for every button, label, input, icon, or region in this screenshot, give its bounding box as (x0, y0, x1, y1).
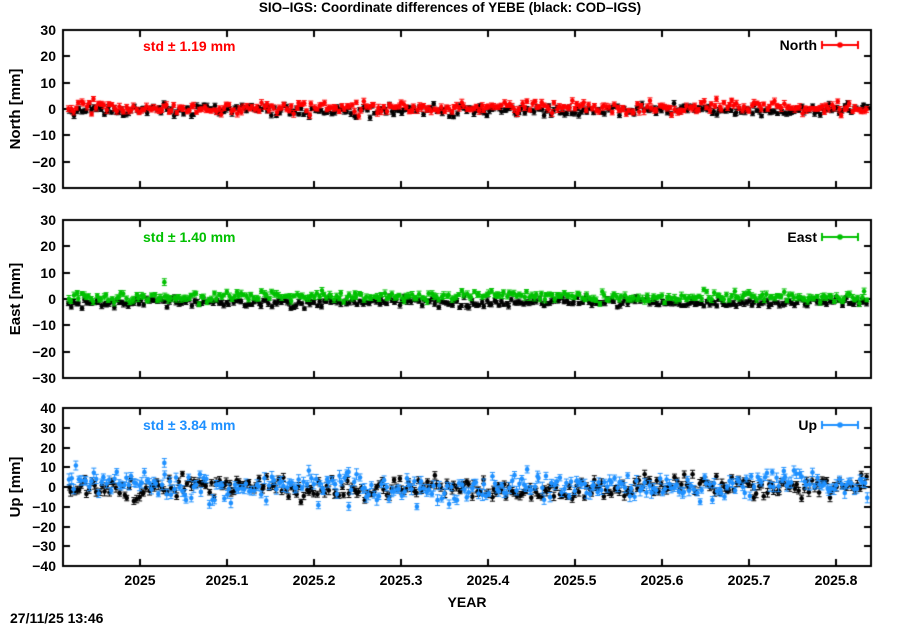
y-tick-label-north: 10 (40, 75, 56, 91)
y-tick-label-up: −30 (32, 538, 56, 554)
y-tick-label-east: 20 (40, 238, 56, 254)
y-tick-label-up: 40 (40, 400, 56, 416)
x-tick-label: 2025.3 (379, 572, 423, 588)
y-tick-label-north: 0 (48, 101, 56, 117)
x-tick-label: 2025.4 (466, 572, 510, 588)
legend-label-north: North (779, 37, 817, 53)
x-tick-label: 2025 (124, 572, 156, 588)
y-tick-label-east: 10 (40, 265, 56, 281)
std-annotation-east: std ± 1.40 mm (143, 229, 236, 245)
x-tick-label: 2025.1 (205, 572, 249, 588)
y-tick-label-east: 0 (48, 291, 56, 307)
x-tick-label: 2025.8 (814, 572, 858, 588)
y-tick-label-east: −10 (32, 317, 56, 333)
y-tick-label-up: 10 (40, 459, 56, 475)
std-annotation-north: std ± 1.19 mm (143, 38, 236, 54)
y-tick-label-north: −20 (32, 154, 56, 170)
y-tick-label-up: 20 (40, 440, 56, 456)
x-tick-label: 2025.7 (727, 572, 771, 588)
timestamp: 27/11/25 13:46 (10, 610, 104, 626)
x-tick-label: 2025.2 (292, 572, 336, 588)
y-tick-label-east: −20 (32, 344, 56, 360)
y-tick-label-up: −40 (32, 558, 56, 574)
y-tick-label-up: 0 (48, 479, 56, 495)
x-tick-label: 2025.6 (640, 572, 684, 588)
y-tick-label-east: −30 (32, 370, 56, 386)
x-tick-label: 2025.5 (553, 572, 597, 588)
y-tick-label-north: 30 (40, 22, 56, 38)
legend-label-east: East (787, 229, 817, 245)
y-tick-label-up: 30 (40, 420, 56, 436)
y-tick-label-north: −10 (32, 127, 56, 143)
y-tick-label-north: −30 (32, 180, 56, 196)
legend-label-up: Up (798, 417, 817, 433)
y-tick-label-up: −10 (32, 499, 56, 515)
y-tick-label-north: 20 (40, 48, 56, 64)
std-annotation-up: std ± 3.84 mm (143, 417, 236, 433)
y-tick-label-east: 30 (40, 212, 56, 228)
x-axis-label: YEAR (447, 594, 487, 610)
y-tick-label-up: −20 (32, 519, 56, 535)
